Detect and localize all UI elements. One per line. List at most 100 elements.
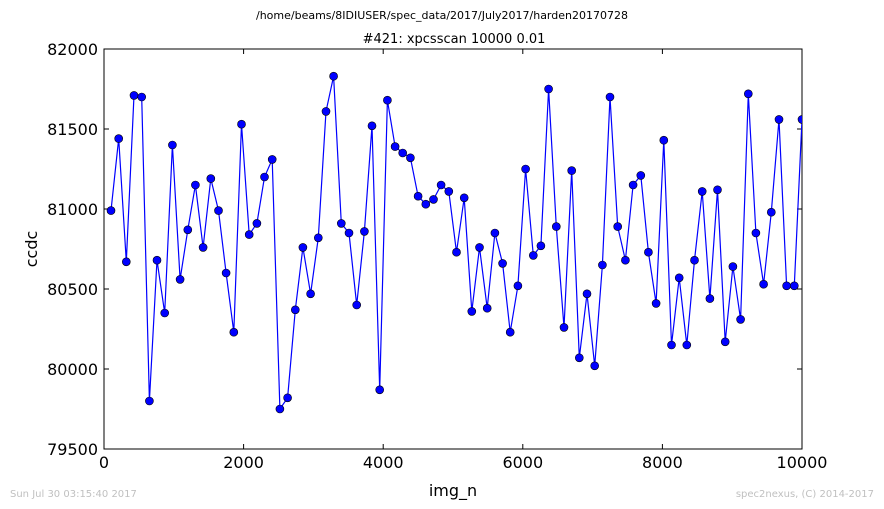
data-point — [298, 243, 308, 252]
data-point — [789, 281, 799, 291]
data-point — [528, 251, 538, 260]
y-tick-label: 80500 — [47, 280, 98, 299]
data-point — [628, 180, 638, 190]
data-point — [659, 135, 669, 145]
plot-area: 0 2000 4000 6000 8000 10000 79500 80000 80500 81… — [47, 40, 827, 472]
axes-frame — [103, 48, 803, 450]
data-point — [705, 294, 715, 303]
data-point — [290, 305, 300, 315]
data-point — [214, 206, 223, 215]
data-point — [313, 233, 323, 243]
data-point — [360, 227, 369, 236]
data-point — [160, 308, 169, 318]
data-point — [267, 155, 277, 164]
data-point — [475, 243, 484, 252]
data-point — [682, 340, 692, 350]
chart-title: #421: xpcsscan 10000 0.01 — [363, 32, 546, 47]
data-point — [336, 219, 346, 228]
data-point — [697, 187, 707, 196]
data-point — [429, 195, 438, 204]
y-axis-label: ccdc — [22, 231, 41, 268]
data-point — [152, 255, 162, 265]
data-point — [713, 185, 722, 195]
data-point — [644, 247, 653, 257]
x-tick-label: 6000 — [502, 453, 543, 472]
data-point — [759, 279, 768, 289]
data-point — [329, 71, 338, 81]
data-point — [544, 84, 553, 94]
data-point — [536, 241, 546, 251]
data-point — [467, 307, 477, 316]
data-point — [751, 228, 761, 238]
data-point — [651, 299, 661, 308]
data-point — [229, 327, 239, 337]
data-point — [613, 222, 623, 231]
data-point — [237, 119, 246, 129]
data-point — [283, 393, 292, 403]
data-point — [567, 166, 577, 175]
x-axis-ticks: 0 2000 4000 6000 8000 10000 — [99, 49, 828, 472]
data-point — [797, 115, 802, 124]
data-point — [260, 172, 269, 182]
data-point — [720, 337, 730, 347]
data-point — [598, 260, 607, 270]
data-point — [498, 259, 507, 268]
data-point — [191, 180, 200, 190]
data-point — [129, 91, 139, 100]
data-point — [513, 281, 523, 291]
data-point — [168, 140, 177, 150]
data-point — [383, 95, 392, 105]
data-point — [183, 225, 193, 235]
data-point — [521, 164, 530, 174]
data-point — [344, 228, 354, 238]
y-axis-ticks: 79500 80000 80500 81000 81500 82000 — [47, 40, 802, 459]
data-point — [590, 361, 600, 371]
footer-credit: spec2nexus, (C) 2014-2017 — [736, 489, 874, 500]
data-point — [275, 404, 285, 414]
data-point — [574, 353, 584, 363]
x-tick-label: 8000 — [642, 453, 683, 472]
data-point — [421, 199, 431, 209]
y-tick-label: 82000 — [47, 40, 98, 59]
data-point — [436, 180, 446, 190]
series-layer — [106, 71, 802, 414]
y-tick-label: 81000 — [47, 200, 98, 219]
data-point — [321, 107, 331, 116]
data-point — [690, 255, 699, 265]
footer-timestamp: Sun Jul 30 03:15:40 2017 — [10, 489, 137, 500]
data-point — [367, 121, 377, 131]
data-point — [206, 174, 216, 183]
data-point — [444, 187, 454, 196]
data-point — [636, 171, 646, 180]
y-tick-label: 80000 — [47, 360, 98, 379]
data-point — [505, 327, 515, 337]
data-point — [352, 300, 362, 310]
data-point — [244, 230, 254, 239]
data-point — [452, 247, 461, 257]
x-tick-label: 0 — [99, 453, 109, 472]
data-point — [782, 281, 791, 291]
data-point — [398, 148, 408, 158]
y-tick-label: 79500 — [47, 440, 98, 459]
data-point — [743, 89, 753, 99]
data-point — [621, 255, 630, 265]
data-point — [674, 273, 684, 283]
data-point — [736, 315, 745, 324]
data-point — [252, 219, 262, 228]
data-point — [114, 134, 123, 143]
data-point — [413, 191, 423, 201]
data-point — [667, 340, 676, 350]
data-point — [490, 228, 500, 238]
data-point — [390, 142, 400, 151]
x-tick-label: 10000 — [777, 453, 828, 472]
data-point — [175, 275, 185, 284]
data-point — [605, 92, 615, 102]
y-tick-label: 81500 — [47, 120, 98, 139]
data-point — [406, 153, 415, 163]
data-point — [122, 257, 131, 267]
data-point — [774, 115, 784, 124]
x-axis-label: img_n — [429, 481, 477, 501]
figure-suptitle: /home/beams/8IDIUSER/spec_data/2017/July… — [256, 9, 628, 22]
